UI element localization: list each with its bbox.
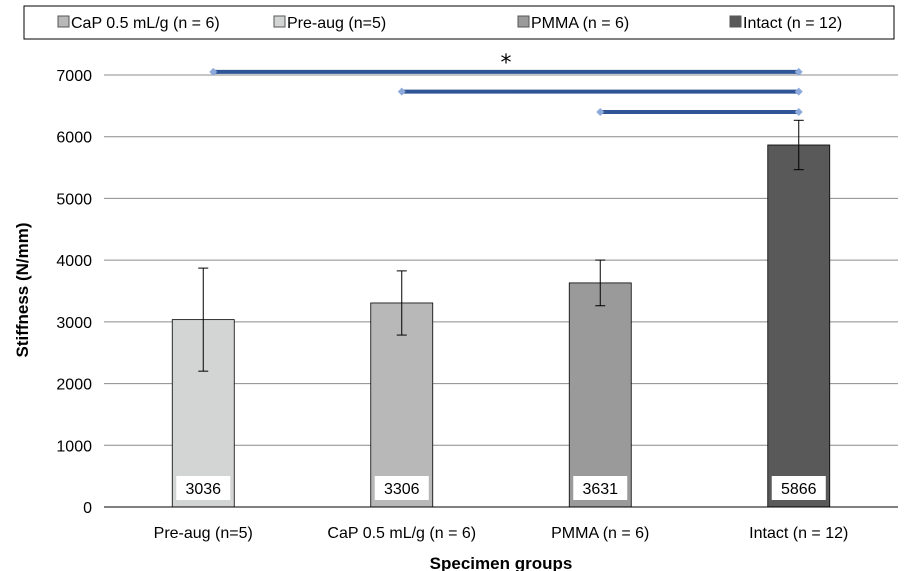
legend-swatch (273, 15, 286, 28)
y-tick-label: 0 (83, 500, 92, 517)
y-tick-label: 4000 (56, 253, 92, 270)
significance-marker (794, 108, 803, 117)
value-label-box (176, 476, 231, 500)
y-tick-labels: 0 1000 2000 3000 4000 5000 6000 7000 (56, 68, 92, 517)
value-label: 3306 (384, 481, 420, 498)
legend-swatch (57, 15, 70, 28)
legend-label: CaP 0.5 mL/g (n = 6) (71, 15, 220, 32)
value-label-box (374, 476, 429, 500)
x-tick-label: CaP 0.5 mL/g (n = 6) (327, 525, 476, 542)
legend-label: Pre-aug (n=5) (287, 15, 386, 32)
significance-marker (397, 87, 406, 96)
legend-label: Intact (n = 12) (743, 15, 842, 32)
y-tick-label: 5000 (56, 191, 92, 208)
legend: CaP 0.5 mL/g (n = 6) Pre-aug (n=5) PMMA (n… (57, 15, 842, 32)
bar (767, 144, 831, 508)
legend-swatch (517, 15, 530, 28)
significance-symbol: * (501, 51, 512, 76)
legend-swatch (729, 15, 742, 28)
gridlines (104, 74, 898, 446)
value-label-box (771, 476, 826, 500)
y-tick-label: 3000 (56, 315, 92, 332)
legend-box (23, 5, 895, 40)
x-axis-title: Specimen groups (430, 554, 573, 571)
value-label: 3036 (185, 481, 221, 498)
y-tick-label: 1000 (56, 438, 92, 455)
significance-marker (596, 108, 605, 117)
x-tick-label: PMMA (n = 6) (551, 525, 649, 542)
value-label-box (573, 476, 628, 500)
y-tick-label: 6000 (56, 130, 92, 147)
bar (568, 282, 632, 508)
value-label: 3631 (582, 481, 618, 498)
value-label: 5866 (781, 481, 817, 498)
legend-label: PMMA (n = 6) (531, 15, 629, 32)
x-tick-label: Pre-aug (n=5) (154, 525, 253, 542)
y-tick-label: 2000 (56, 377, 92, 394)
significance-brackets: * (209, 51, 803, 117)
x-tick-labels: Pre-aug (n=5) CaP 0.5 mL/g (n = 6) PMMA (n… (154, 525, 849, 542)
significance-marker (794, 87, 803, 96)
bars: 3036 3306 3631 5866 (171, 119, 831, 508)
y-axis-title: Stiffness (N/mm) (13, 222, 32, 357)
y-tick-label: 7000 (56, 68, 92, 85)
significance-marker (794, 67, 803, 76)
significance-marker (209, 67, 218, 76)
x-tick-label: Intact (n = 12) (749, 525, 848, 542)
